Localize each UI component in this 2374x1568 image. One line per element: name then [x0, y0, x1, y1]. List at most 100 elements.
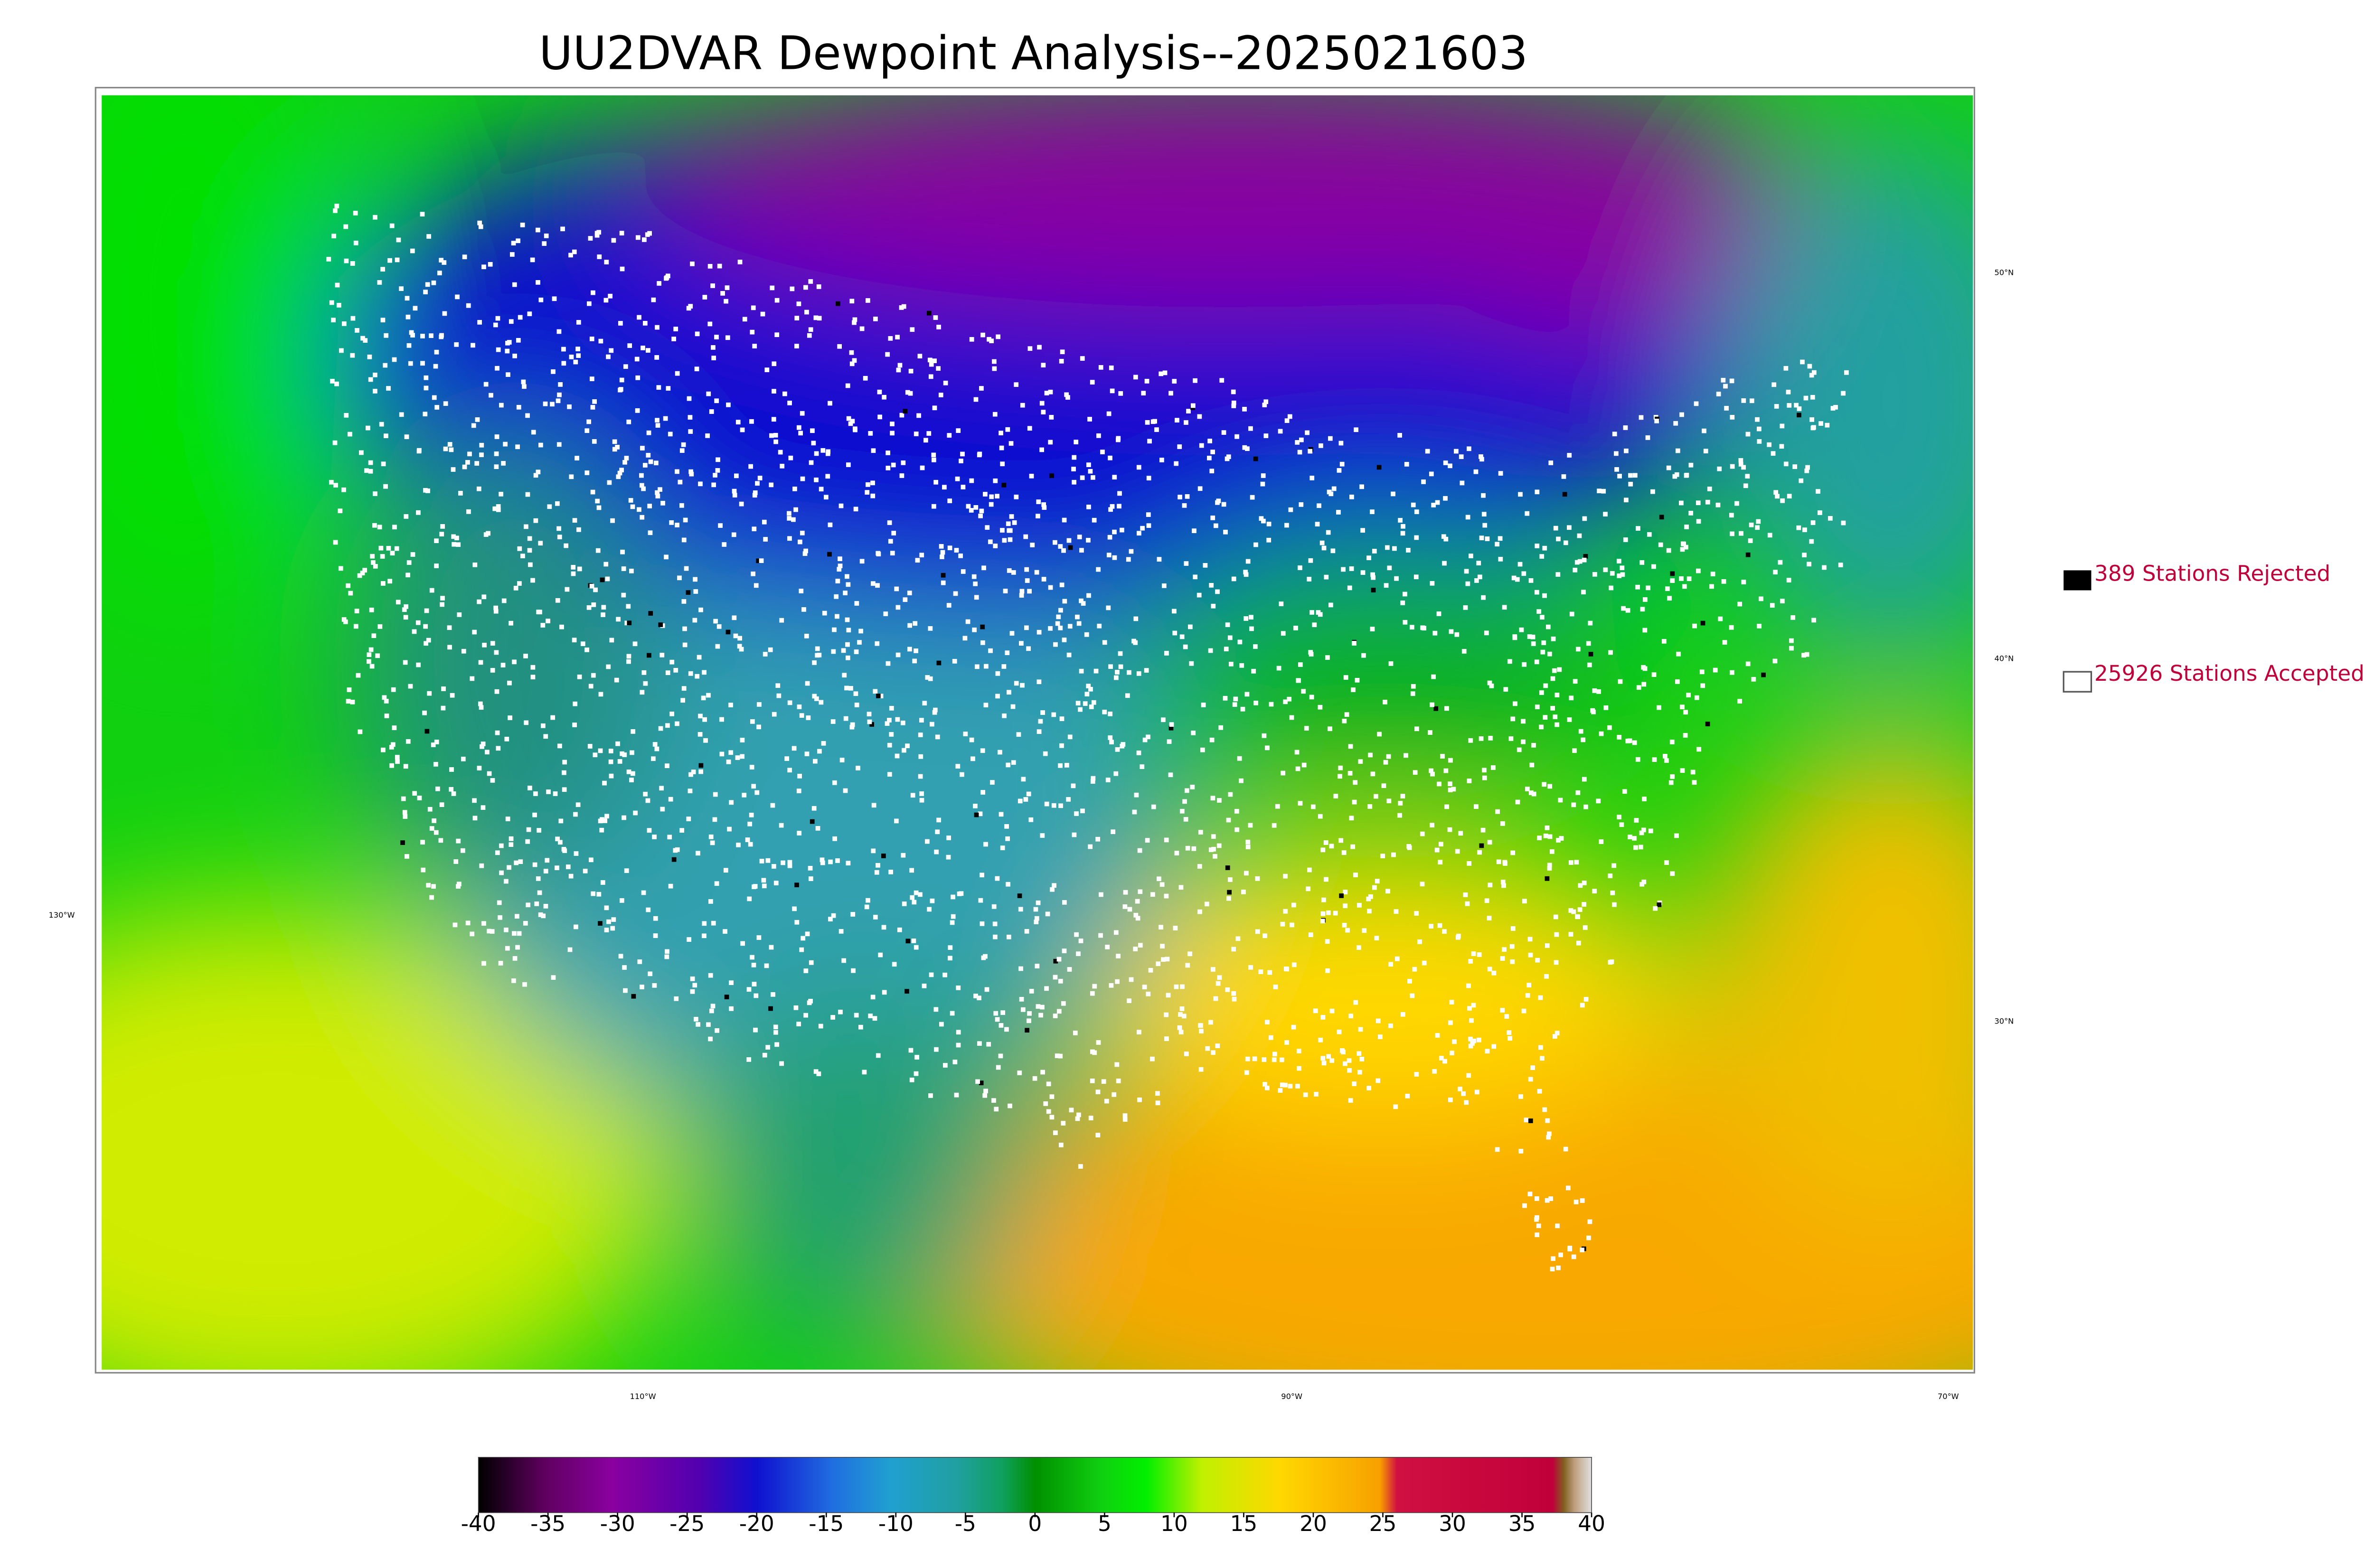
station [583, 868, 588, 873]
station [787, 863, 792, 868]
station [479, 452, 484, 457]
station [1588, 652, 1593, 657]
station [652, 742, 658, 747]
station [1283, 1082, 1288, 1088]
station [498, 915, 502, 920]
station [740, 754, 745, 759]
station [526, 902, 531, 908]
station [1440, 754, 1445, 759]
station [1582, 777, 1587, 782]
station [1665, 586, 1670, 592]
station [828, 859, 833, 864]
station [974, 812, 979, 817]
station [747, 821, 753, 826]
station [918, 892, 923, 897]
station [1167, 739, 1172, 744]
station [1467, 779, 1472, 783]
station [1098, 933, 1103, 938]
station [561, 347, 566, 352]
station [652, 835, 657, 839]
station [1150, 419, 1156, 424]
station [1535, 544, 1540, 548]
station [392, 725, 397, 730]
station [1699, 669, 1705, 675]
station [1491, 1044, 1497, 1049]
station [1692, 780, 1697, 785]
station [698, 714, 703, 719]
station [1757, 623, 1762, 629]
station [508, 715, 512, 720]
station [452, 922, 458, 928]
station [1368, 894, 1373, 899]
station [1759, 596, 1763, 601]
station [714, 398, 719, 404]
station [707, 263, 713, 269]
station [996, 334, 1000, 339]
station [986, 1042, 991, 1047]
station [603, 818, 608, 823]
station [1061, 548, 1066, 553]
station [697, 732, 703, 737]
station [1108, 711, 1112, 716]
station [983, 703, 989, 708]
station [552, 296, 557, 301]
station [515, 444, 520, 450]
station [1040, 1005, 1045, 1010]
station [602, 780, 607, 786]
station [1228, 792, 1233, 797]
station [450, 693, 455, 698]
station [801, 936, 806, 941]
station [1696, 747, 1701, 752]
station [1071, 467, 1076, 471]
station [594, 233, 600, 238]
station [1528, 578, 1534, 583]
station [1545, 876, 1550, 881]
station [1684, 473, 1689, 478]
colorbar-tick-label: -25 [669, 1511, 705, 1536]
station [424, 608, 429, 613]
station [326, 257, 331, 262]
station [800, 476, 805, 481]
station [1262, 733, 1267, 738]
station [757, 476, 763, 480]
station [1729, 625, 1734, 630]
station [1162, 370, 1168, 376]
station [1370, 509, 1375, 514]
station [1802, 553, 1807, 558]
station [1700, 683, 1705, 688]
colorbar-tick-label: -30 [600, 1511, 635, 1536]
station [756, 724, 761, 730]
station [1774, 404, 1779, 409]
station [1617, 573, 1622, 578]
station [405, 296, 410, 301]
station [1582, 880, 1587, 885]
station [1067, 734, 1073, 740]
station [799, 947, 804, 952]
station [859, 326, 865, 331]
station [1307, 867, 1312, 873]
station [1278, 1088, 1283, 1093]
station [978, 811, 983, 817]
station [846, 416, 851, 421]
station [1582, 557, 1587, 563]
station [1448, 781, 1452, 787]
station [1008, 537, 1013, 542]
station [1039, 401, 1045, 406]
station [959, 459, 963, 463]
station [1804, 468, 1809, 473]
station [1096, 567, 1101, 572]
station [776, 693, 782, 698]
station [1510, 926, 1516, 931]
station [1543, 833, 1548, 838]
station [479, 705, 484, 710]
station [803, 968, 809, 973]
station [706, 1022, 711, 1027]
station [631, 729, 636, 734]
station [490, 668, 495, 673]
station [808, 279, 813, 284]
station [1783, 461, 1789, 467]
station [1730, 531, 1734, 536]
station [1025, 578, 1030, 583]
station [1318, 612, 1323, 617]
station [810, 428, 815, 433]
